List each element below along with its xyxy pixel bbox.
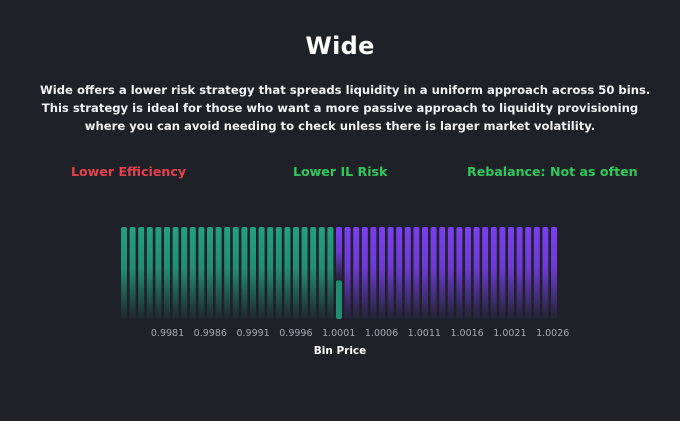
bin-bar-green — [267, 227, 274, 319]
bin-bar-purple — [370, 227, 377, 319]
bin-bar-green — [207, 227, 213, 319]
bin-bar-green — [258, 227, 265, 319]
bin-bar-purple — [353, 227, 360, 319]
rebalance-tag: Rebalance: Not as often — [467, 164, 638, 179]
x-tick-label: 0.9996 — [279, 328, 312, 339]
bin-bar-purple — [404, 227, 411, 319]
bin-bar-green — [189, 227, 196, 319]
bin-bar-purple — [430, 227, 437, 319]
x-tick-label: 1.0006 — [365, 328, 398, 339]
x-tick-label: 0.9981 — [151, 328, 184, 339]
bin-bar-purple — [490, 227, 497, 319]
bin-bar-purple — [361, 227, 368, 319]
bin-bar-green — [241, 227, 248, 319]
bin-bar-purple — [344, 227, 351, 319]
bin-bar-purple — [422, 227, 428, 319]
bin-bar-purple — [336, 227, 342, 281]
bin-bar-green — [293, 227, 299, 319]
bin-bar-green — [275, 227, 282, 319]
bin-bar-green — [301, 227, 308, 319]
bin-bar-purple — [533, 227, 540, 319]
bin-bar-green — [138, 227, 145, 319]
bin-bar-purple — [379, 227, 385, 319]
bin-bar-purple — [473, 227, 480, 319]
il-risk-tag: Lower IL Risk — [293, 164, 388, 179]
bin-bar-green — [146, 227, 153, 319]
x-tick-label: 1.0001 — [322, 328, 355, 339]
x-tick-label: 1.0026 — [536, 328, 569, 339]
bin-bar-green — [232, 227, 239, 319]
bin-bar-purple — [396, 227, 403, 319]
bin-bar-purple — [482, 227, 489, 319]
x-axis-label: Bin Price — [313, 345, 367, 357]
page-title: Wide — [305, 32, 375, 60]
bin-bar-green — [129, 227, 136, 319]
bin-bar-green — [310, 227, 317, 319]
liquidity-bin-chart: 0.9981 0.9986 0.9991 0.9996 1.0001 1.0006 1.00… — [121, 227, 569, 339]
bin-bar-purple — [456, 227, 463, 319]
bin-bar-green — [164, 227, 170, 319]
bin-bar-purple — [525, 227, 532, 319]
bin-bar-green — [121, 227, 127, 319]
x-tick-label: 0.9991 — [236, 328, 269, 339]
bin-bar-green — [327, 227, 334, 319]
bin-bar-purple — [508, 227, 514, 319]
description-line: This strategy is ideal for those who wan… — [41, 101, 639, 115]
bin-bar-green — [172, 227, 179, 319]
bin-bar-green — [224, 227, 231, 319]
x-tick-label: 1.0021 — [493, 328, 526, 339]
bin-bar-purple — [447, 227, 454, 319]
strategy-description: Wide offers a lower risk strategy that s… — [40, 81, 651, 135]
description-line: where you can avoid needing to check unl… — [84, 119, 596, 133]
bin-bar-purple — [387, 227, 394, 319]
bin-bar-green — [155, 227, 162, 319]
bin-bar-green — [250, 227, 256, 319]
x-tick-label: 1.0016 — [450, 328, 483, 339]
bin-bar-purple — [465, 227, 471, 319]
bin-bar-purple — [439, 227, 446, 319]
bin-bar-purple — [516, 227, 523, 319]
bin-bar-green — [181, 227, 188, 319]
bin-bar-green — [284, 227, 291, 319]
bin-bar-green — [215, 227, 222, 319]
x-tick-label: 0.9986 — [194, 328, 227, 339]
bin-bar-purple — [551, 227, 557, 319]
bin-bar-green — [198, 227, 205, 319]
efficiency-tag: Lower Efficiency — [71, 164, 187, 179]
bin-bar-purple — [499, 227, 506, 319]
bin-bar-green — [336, 280, 342, 319]
bin-bar-green — [318, 227, 325, 319]
description-line: Wide offers a lower risk strategy that s… — [40, 83, 651, 97]
bin-bar-purple — [413, 227, 420, 319]
x-tick-label: 1.0011 — [408, 328, 441, 339]
bin-bar-purple — [542, 227, 549, 319]
